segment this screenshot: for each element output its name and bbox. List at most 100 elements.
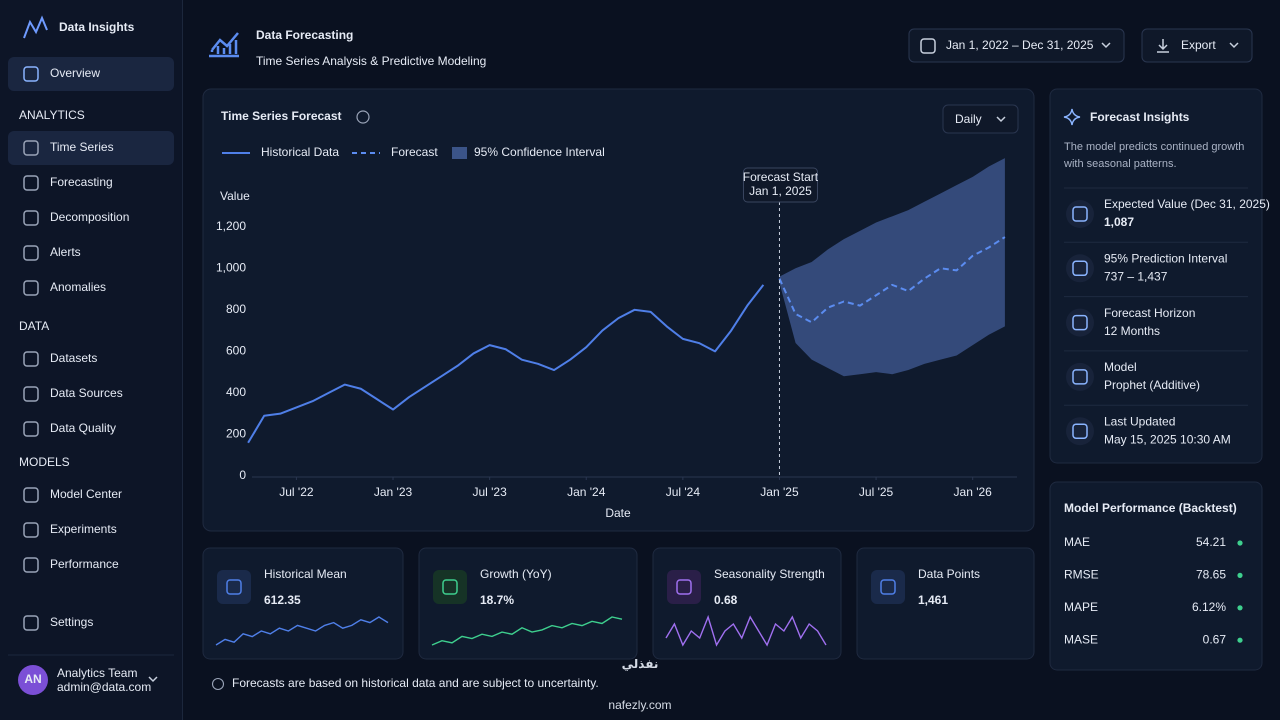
legend-label: Historical Data (261, 145, 339, 159)
chart-title: Time Series Forecast (221, 109, 342, 123)
icon (676, 579, 692, 595)
insight-icon (1066, 308, 1094, 337)
chevron-icon (996, 116, 1006, 123)
legend-swatch (452, 147, 467, 159)
nav-item: Time Series (50, 140, 114, 154)
kpi-label: Seasonality Strength (714, 567, 825, 581)
insights-description-box: The model predicts continued growth with… (1064, 141, 1245, 170)
sparkle-icon (1063, 108, 1081, 126)
x-tick-label: Jan '25 (760, 485, 799, 499)
performance-card (1049, 481, 1263, 671)
icon (23, 386, 39, 402)
metric-value: 6.12% (1192, 600, 1226, 614)
legend-label: 95% Confidence Interval (474, 145, 605, 159)
insight-value: May 15, 2025 10:30 AM (1104, 432, 1231, 446)
icon (226, 579, 242, 595)
nav-item: Overview (50, 66, 100, 80)
kpi-icon (871, 570, 905, 604)
insights-description: The model predicts continued growth with… (1064, 141, 1245, 170)
export-label: Export (1181, 38, 1216, 52)
kpi-value: 1,461 (918, 593, 948, 607)
icon (23, 175, 39, 191)
x-tick-label: Jan '24 (567, 485, 606, 499)
icon (920, 38, 936, 54)
chevron-icon (1229, 42, 1239, 49)
series-line (247, 284, 765, 444)
y-tick-label: 1,000 (216, 260, 246, 274)
page-subtitle: Time Series Analysis & Predictive Modeli… (256, 54, 486, 68)
avatar-initials: AN (24, 672, 41, 686)
header-icon (209, 32, 239, 58)
nav-item: Data Sources (50, 386, 123, 400)
icon (23, 66, 39, 82)
confidence-band (779, 158, 1005, 377)
kpi-label: Historical Mean (264, 567, 347, 581)
export-button[interactable] (1141, 28, 1253, 63)
insight-label: 95% Prediction Interval (1104, 251, 1227, 265)
metric-value: 78.65 (1196, 568, 1226, 582)
icon (23, 351, 39, 367)
icon (442, 579, 458, 595)
icon (23, 487, 39, 503)
insight-value: 1,087 (1104, 215, 1134, 229)
nav-item: Forecasting (50, 175, 113, 189)
page-title: Data Forecasting (256, 28, 353, 42)
y-axis-label: Value (220, 189, 250, 203)
x-tick-label: Jul '23 (472, 485, 507, 499)
x-tick-label: Jan '26 (954, 485, 993, 499)
nav-item: Alerts (50, 245, 81, 259)
status-dot (1237, 637, 1243, 643)
nav-section-heading: ANALYTICS (19, 108, 85, 122)
icon (1072, 206, 1088, 222)
chart-card (202, 88, 1035, 532)
sparkline (431, 616, 623, 646)
x-tick-label: Jan '23 (374, 485, 413, 499)
legend-label: Forecast (391, 145, 438, 159)
metric-name: MASE (1064, 632, 1098, 646)
insight-icon (1066, 254, 1094, 283)
export-icon (1157, 39, 1169, 53)
metric-value: 54.21 (1196, 535, 1226, 549)
icon (1072, 260, 1088, 277)
status-dot (1237, 605, 1243, 611)
nav-item-active[interactable] (8, 57, 174, 91)
nav-item: Performance (50, 557, 119, 571)
y-tick-label: 1,200 (216, 219, 246, 233)
watermark: nafezly.com (608, 698, 671, 712)
nav-item: Model Center (50, 487, 122, 501)
icon (23, 210, 39, 226)
date-range-button[interactable] (908, 28, 1125, 63)
kpi-icon (217, 570, 251, 604)
y-tick-label: 600 (226, 344, 246, 358)
insight-label: Forecast Horizon (1104, 306, 1195, 320)
chevron-icon (1101, 42, 1111, 49)
nav-section-heading: DATA (19, 319, 49, 333)
icon (880, 579, 896, 595)
nav-item-active[interactable] (8, 131, 174, 165)
x-tick-label: Jul '24 (666, 485, 701, 499)
nav-item: Data Quality (50, 421, 116, 435)
x-tick-label: Jul '22 (279, 485, 314, 499)
kpi-value: 612.35 (264, 593, 301, 607)
kpi-label: Growth (YoY) (480, 567, 552, 581)
annotation-date: Jan 1, 2025 (749, 184, 812, 198)
y-tick-label: 0 (239, 468, 246, 482)
date-range: Jan 1, 2022 – Dec 31, 2025 (946, 38, 1094, 52)
annotation-box (742, 167, 818, 203)
frequency-dropdown[interactable] (942, 104, 1019, 134)
icon (23, 557, 39, 573)
y-tick-label: 800 (226, 302, 246, 316)
avatar[interactable] (18, 665, 48, 695)
icon (23, 245, 39, 261)
nav-item: Decomposition (50, 210, 129, 224)
icon (1072, 369, 1088, 385)
brand-logo (23, 15, 48, 39)
sparkline (215, 616, 389, 646)
insight-value: 737 – 1,437 (1104, 269, 1168, 283)
x-axis-label: Date (605, 506, 631, 520)
nav-item: Datasets (50, 351, 97, 365)
annotation-title: Forecast Start (743, 170, 819, 184)
insight-label: Expected Value (Dec 31, 2025) (1104, 197, 1270, 211)
nav-item: Settings (50, 615, 93, 629)
